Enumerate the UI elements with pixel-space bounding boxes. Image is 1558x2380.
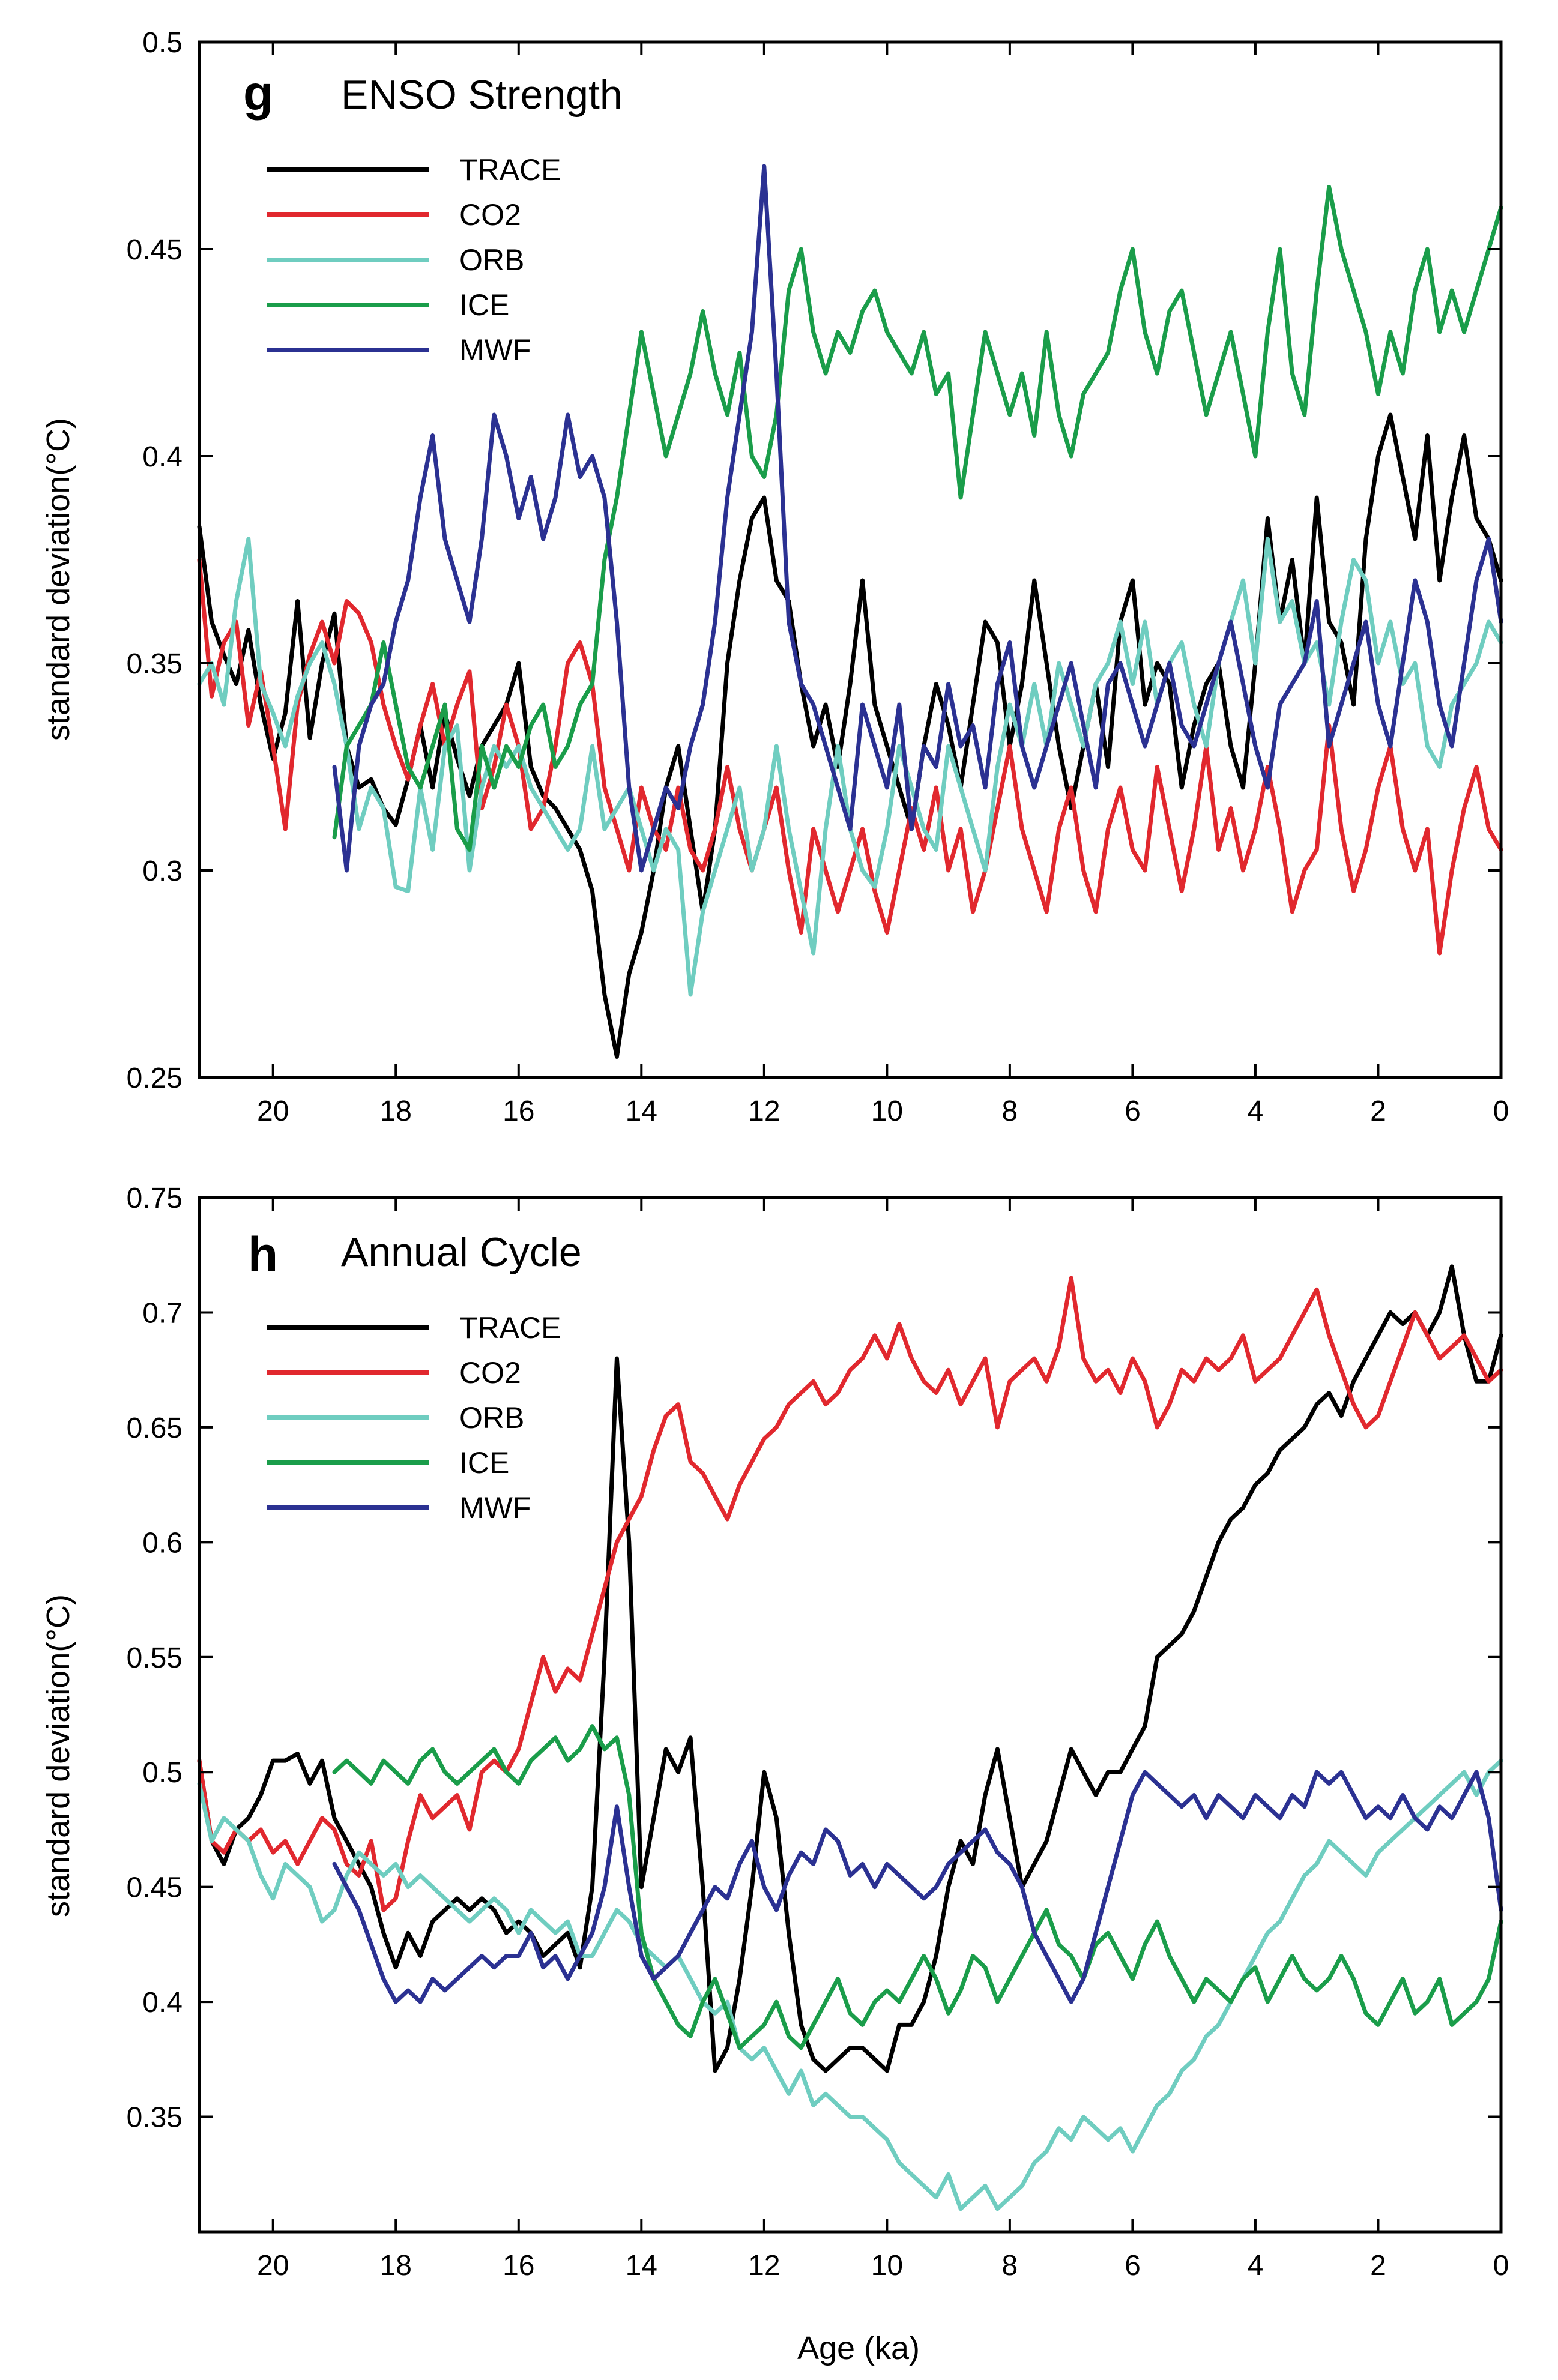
panel-h-y-tick-label: 0.55 [127, 1642, 183, 1674]
panel-h-series-co2 [197, 1276, 1503, 1912]
panel-g-plot-frame [198, 40, 1503, 1079]
panel-h-y-tick-label: 0.75 [127, 1182, 183, 1214]
panel-h-legend: TRACE CO2 ORB ICE MWF [267, 1311, 561, 1525]
panel-h-x-tick-label: 16 [503, 2250, 534, 2282]
panel-h-legend-label-orb: ORB [459, 1401, 524, 1435]
panel-g-x-tick-label: 16 [503, 1095, 534, 1127]
panel-h-title: Annual Cycle [341, 1229, 582, 1275]
panel-g-axes-ticks: 20 18 16 14 12 10 8 6 4 2 00.250.30.350.40.450.5 [127, 27, 1509, 1127]
panel-h-letter: h [248, 1228, 278, 1282]
panel-g-legend-label-mwf: MWF [459, 333, 531, 367]
panel-h-y-tick-label: 0.6 [142, 1527, 183, 1559]
panel-h-annual-cycle: 20 18 16 14 12 10 8 6 4 2 00.350.40.450.50.550.60.… [40, 1182, 1509, 2282]
panel-g-y-tick-label: 0.3 [142, 855, 183, 887]
x-axis-title: Age (ka) [797, 2330, 920, 2366]
panel-g-x-tick-label: 10 [871, 1095, 903, 1127]
panel-h-series-orb [197, 1758, 1503, 2211]
panel-h-x-tick-label: 14 [626, 2250, 657, 2282]
panel-h-legend-label-co2: CO2 [459, 1356, 521, 1390]
panel-g-x-tick-label: 0 [1493, 1095, 1509, 1127]
panel-g-letter: g [243, 66, 273, 121]
panel-h-x-tick-label: 20 [257, 2250, 289, 2282]
panel-g-y-tick-label: 0.5 [142, 27, 183, 59]
panel-g-title: ENSO Strength [341, 72, 623, 118]
panel-h-x-tick-label: 10 [871, 2250, 903, 2282]
panel-g-legend-label-co2: CO2 [459, 198, 521, 232]
panel-g-x-tick-label: 12 [748, 1095, 780, 1127]
panel-h-x-tick-label: 2 [1370, 2250, 1386, 2282]
panel-h-data-lines [197, 1264, 1503, 2211]
panel-h-series-trace [197, 1264, 1503, 2073]
panel-h-x-tick-label: 4 [1248, 2250, 1264, 2282]
panel-g-x-tick-label: 6 [1125, 1095, 1141, 1127]
panel-g-x-tick-label: 18 [380, 1095, 412, 1127]
panel-h-legend-label-mwf: MWF [459, 1491, 531, 1525]
panel-g-x-tick-label: 2 [1370, 1095, 1386, 1127]
panel-g-legend-label-trace: TRACE [459, 153, 561, 187]
panel-h-x-tick-label: 0 [1493, 2250, 1509, 2282]
panel-h-x-tick-label: 6 [1125, 2250, 1141, 2282]
panel-g-legend-label-ice: ICE [459, 288, 509, 322]
panel-h-y-tick-label: 0.5 [142, 1757, 183, 1789]
panel-g-y-tick-label: 0.45 [127, 234, 183, 266]
panel-g-y-tick-label: 0.35 [127, 648, 183, 680]
panel-h-y-axis-title: standard deviation(°C) [40, 1594, 76, 1917]
panel-h-y-tick-label: 0.65 [127, 1412, 183, 1444]
panel-h-axes-ticks: 20 18 16 14 12 10 8 6 4 2 00.350.40.450.50.550.60.… [127, 1182, 1509, 2282]
panel-g-series-co2 [197, 558, 1503, 956]
panel-g-y-tick-label: 0.4 [142, 441, 183, 473]
panel-h-legend-label-trace: TRACE [459, 1311, 561, 1345]
panel-h-x-tick-label: 8 [1002, 2250, 1018, 2282]
panel-g-x-tick-label: 4 [1248, 1095, 1264, 1127]
panel-h-plot-frame [198, 1196, 1503, 2234]
panel-g-x-tick-label: 8 [1002, 1095, 1018, 1127]
panel-h-legend-label-ice: ICE [459, 1446, 509, 1480]
panel-h-x-tick-label: 12 [748, 2250, 780, 2282]
panel-g-data-lines [197, 164, 1503, 1059]
panel-h-y-tick-label: 0.4 [142, 1987, 183, 2019]
panel-g-y-tick-label: 0.25 [127, 1062, 183, 1094]
panel-g-legend-label-orb: ORB [459, 243, 524, 277]
panel-g-series-ice [332, 185, 1503, 852]
panel-h-y-tick-label: 0.35 [127, 2102, 183, 2134]
panel-g-x-tick-label: 20 [257, 1095, 289, 1127]
panel-g-legend: TRACE CO2 ORB ICE MWF [267, 153, 561, 367]
panel-h-series-ice [332, 1724, 1503, 2050]
panel-g-x-tick-label: 14 [626, 1095, 657, 1127]
panel-h-series-mwf [332, 1770, 1503, 2004]
panel-h-y-tick-label: 0.45 [127, 1872, 183, 1904]
panel-h-x-tick-label: 18 [380, 2250, 412, 2282]
panel-g-enso-strength: 20 18 16 14 12 10 8 6 4 2 00.250.30.350.40.450.5 g… [40, 27, 1509, 1127]
panel-g-y-axis-title: standard deviation(°C) [40, 418, 76, 741]
panel-h-y-tick-label: 0.7 [142, 1297, 183, 1329]
panel-g-series-mwf [332, 164, 1503, 873]
